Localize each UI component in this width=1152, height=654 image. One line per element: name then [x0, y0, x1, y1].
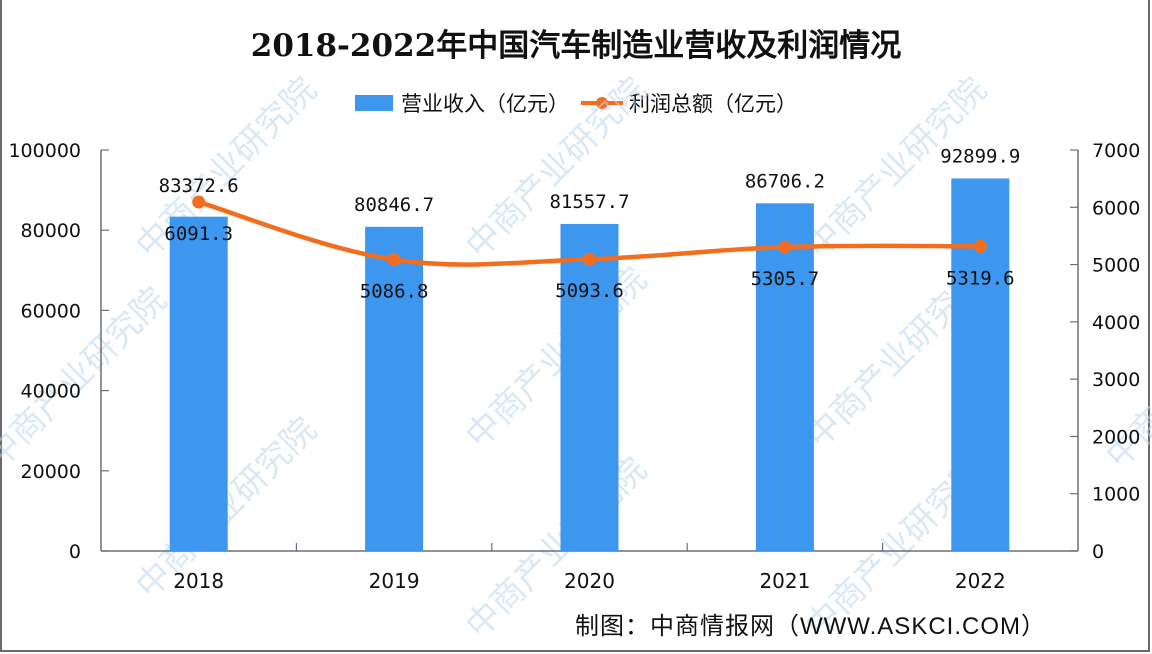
- left-axis-tick-label: 100000: [8, 140, 81, 162]
- revenue-bar[interactable]: [365, 226, 424, 551]
- legend-bar-swatch-icon: [355, 95, 393, 111]
- x-axis-tick-label: 2022: [955, 569, 1006, 593]
- left-axis-tick-label: 0: [69, 541, 81, 563]
- right-axis-tick-label: 3000: [1092, 369, 1140, 391]
- revenue-bars: [169, 178, 1010, 552]
- x-axis-tick-label: 2020: [564, 569, 615, 593]
- revenue-data-label: 86706.2: [745, 170, 825, 192]
- left-axis-tick-label: 80000: [21, 220, 81, 242]
- profit-point-marker[interactable]: [387, 253, 401, 267]
- right-axis-tick-label: 1000: [1092, 484, 1140, 506]
- left-axis-tick-label: 60000: [21, 300, 81, 322]
- right-axis-tick-label: 5000: [1092, 255, 1140, 277]
- revenue-bar[interactable]: [755, 203, 814, 551]
- chart-legend: 营业收入（亿元） 利润总额（亿元）: [0, 88, 1152, 118]
- revenue-data-label: 80846.7: [354, 194, 434, 216]
- profit-data-label: 5086.8: [360, 281, 429, 303]
- data-labels: 83372.6 80846.7 81557.7 86706.2 92899.9 6091.…: [159, 145, 1021, 302]
- source-caption: 制图：中商情报网（WWW.ASKCI.COM）: [575, 613, 1046, 640]
- x-axis-tick-label: 2018: [173, 569, 224, 593]
- profit-data-label: 5319.6: [946, 267, 1015, 289]
- x-axis-tick-label: 2021: [759, 569, 810, 593]
- right-axis-tick-label: 6000: [1092, 197, 1140, 219]
- profit-data-label: 5093.6: [555, 280, 624, 302]
- profit-point-marker[interactable]: [192, 195, 206, 209]
- watermark-text: 中商产业研究院: [458, 70, 655, 267]
- profit-point-marker[interactable]: [973, 239, 987, 253]
- revenue-data-label: 81557.7: [549, 191, 629, 213]
- right-axis-tick-label: 4000: [1092, 312, 1140, 334]
- profit-line: [192, 195, 987, 267]
- revenue-bar[interactable]: [951, 178, 1010, 551]
- axes: 0 20000 40000 60000 80000 100000 0 1000 2000 3000…: [8, 140, 1140, 593]
- revenue-bar[interactable]: [560, 223, 619, 552]
- legend-item-profit[interactable]: 利润总额（亿元）: [581, 88, 797, 118]
- left-axis-tick-label: 20000: [21, 461, 81, 483]
- profit-data-label: 6091.3: [164, 223, 233, 245]
- left-axis-tick-label: 40000: [21, 381, 81, 403]
- revenue-bar[interactable]: [169, 216, 228, 551]
- right-axis-tick-label: 0: [1092, 541, 1104, 563]
- profit-point-marker[interactable]: [583, 252, 596, 266]
- revenue-data-label: 92899.9: [940, 145, 1020, 167]
- legend-label-revenue: 营业收入（亿元）: [401, 92, 569, 116]
- profit-point-marker[interactable]: [778, 240, 792, 254]
- legend-item-revenue[interactable]: 营业收入（亿元）: [355, 88, 569, 118]
- right-axis-tick-label: 7000: [1092, 140, 1140, 162]
- right-axis-tick-label: 2000: [1092, 426, 1140, 448]
- x-axis-tick-label: 2019: [369, 569, 420, 593]
- profit-data-label: 5305.7: [751, 268, 820, 290]
- legend-label-profit: 利润总额（亿元）: [629, 92, 797, 116]
- legend-line-swatch-icon: [581, 95, 623, 111]
- revenue-data-label: 83372.6: [159, 175, 239, 197]
- chart-title: 2018-2022年中国汽车制造业营收及利润情况: [250, 28, 902, 64]
